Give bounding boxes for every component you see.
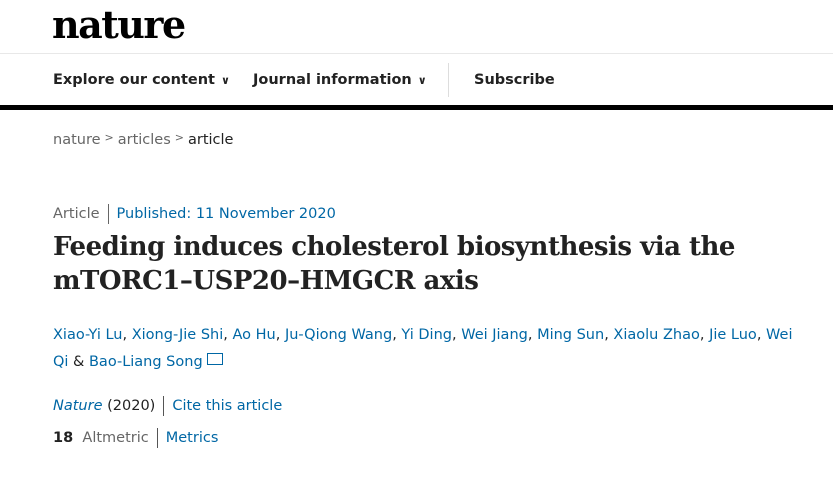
chevron-down-icon: ∨ [417, 73, 427, 87]
nav-label: Explore our content [53, 72, 215, 88]
metrics-link[interactable]: Metrics [165, 430, 219, 446]
author-link[interactable]: Xiao-Yi Lu [53, 327, 123, 343]
author-link[interactable]: Ju-Qiong Wang [284, 327, 393, 343]
cite-this-article-link[interactable]: Cite this article [172, 398, 283, 414]
nav-journal-information[interactable]: Journal information ∨ [253, 72, 427, 88]
year: (2020) [107, 398, 156, 414]
chevron-right-icon: > [174, 131, 184, 144]
nav-label: Subscribe [474, 72, 555, 88]
divider [0, 53, 833, 54]
nav-subscribe[interactable]: Subscribe [474, 72, 555, 88]
author-link[interactable]: Xiaolu Zhao [613, 327, 700, 343]
journal-name: Nature [53, 398, 103, 414]
breadcrumb: nature > articles > article [53, 131, 234, 148]
published-date: Published: 11 November 2020 [116, 206, 336, 222]
email-icon[interactable] [206, 353, 223, 365]
altmetric-label: Altmetric [82, 430, 149, 446]
article-type: Article [53, 206, 100, 222]
author-link[interactable]: Ao Hu [232, 327, 276, 343]
breadcrumb-articles[interactable]: articles [117, 132, 171, 148]
chevron-down-icon: ∨ [221, 73, 230, 87]
author-link[interactable]: Bao-Liang Song [88, 354, 203, 370]
author-list: Xiao-Yi Lu, Xiong-Jie Shi, Ao Hu, Ju-Qio… [53, 327, 793, 370]
author-link[interactable]: Ming Sun [537, 327, 605, 343]
breadcrumb-nature[interactable]: nature [53, 132, 101, 148]
altmetric-count: 18 [53, 430, 74, 446]
author-link[interactable]: Xiong-Jie Shi [131, 327, 224, 343]
author-link[interactable]: Yi Ding [401, 327, 452, 343]
nav-label: Journal information [253, 72, 412, 88]
article-title: Feeding induces cholesterol biosynthesis… [53, 232, 735, 296]
citation-line: Nature (2020) Cite this article [53, 396, 282, 416]
breadcrumb-article: article [188, 132, 234, 148]
nav-explore-content[interactable]: Explore our content ∨ [53, 72, 230, 88]
article-meta: Article Published: 11 November 2020 [53, 204, 336, 224]
author-link[interactable]: Wei Qi [53, 327, 793, 370]
chevron-right-icon: > [104, 131, 114, 144]
nature-logo[interactable]: nature [52, 2, 186, 47]
author-link[interactable]: Jie Luo [709, 327, 757, 343]
metrics-line: 18 Altmetric Metrics [53, 428, 218, 448]
author-link[interactable]: Wei Jiang [461, 327, 528, 343]
nav-divider [448, 63, 449, 97]
header-bar [0, 105, 833, 110]
